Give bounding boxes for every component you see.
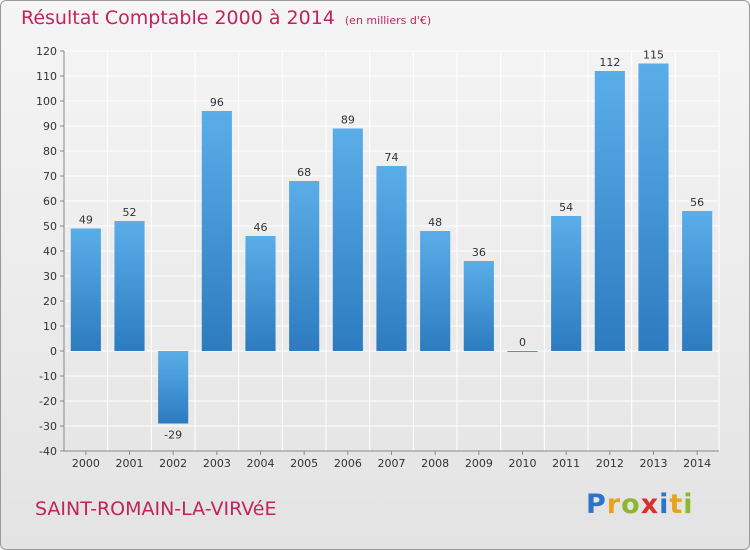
logo-letter: o <box>621 489 641 520</box>
logo-letter: r <box>606 489 622 520</box>
data-label: 89 <box>341 114 355 127</box>
logo-letter: P <box>586 489 607 520</box>
bar <box>158 351 189 424</box>
data-label: 36 <box>472 246 486 259</box>
data-label: 115 <box>643 49 664 62</box>
y-tick-label: 70 <box>43 170 57 183</box>
bar <box>463 261 494 351</box>
commune-name: SAINT-ROMAIN-LA-VIRVéE <box>35 498 277 520</box>
data-label: 0 <box>519 336 526 349</box>
bar <box>245 236 276 351</box>
x-tick-label: 2005 <box>290 457 318 470</box>
y-tick-label: 80 <box>43 145 57 158</box>
logo-letter: i <box>683 489 694 520</box>
x-tick-label: 2008 <box>421 457 449 470</box>
x-tick-label: 2009 <box>465 457 493 470</box>
y-tick-label: -10 <box>39 370 57 383</box>
data-label: 74 <box>385 151 399 164</box>
data-label: 46 <box>254 221 268 234</box>
axes: -40 -30 -20 -10 0 10 20 30 40 50 60 70 80 90 100 110 120… <box>36 45 719 470</box>
data-label: 48 <box>428 216 442 229</box>
bar <box>332 128 363 351</box>
x-tick-label: 2003 <box>203 457 231 470</box>
y-tick-label: 50 <box>43 220 57 233</box>
x-tick-label: 2012 <box>596 457 624 470</box>
bar <box>507 351 538 352</box>
data-label: 54 <box>559 201 573 214</box>
x-tick-label: 2004 <box>247 457 275 470</box>
x-tick-label: 2011 <box>552 457 580 470</box>
data-label: 68 <box>297 166 311 179</box>
data-label: 96 <box>210 96 224 109</box>
bar <box>201 111 232 351</box>
bar <box>70 228 101 351</box>
bar <box>376 166 407 351</box>
data-label: 56 <box>690 196 704 209</box>
logo-letter: i <box>659 489 670 520</box>
data-label: 52 <box>123 206 137 219</box>
x-tick-label: 2013 <box>640 457 668 470</box>
x-tick-label: 2007 <box>378 457 406 470</box>
y-tick-label: 10 <box>43 320 57 333</box>
data-label: 112 <box>599 56 620 69</box>
logo-letter: x <box>640 489 660 520</box>
chart-title: Résultat Comptable 2000 à 2014 <box>21 7 335 29</box>
proxiti-logo: Proxiti <box>586 489 694 520</box>
x-tick-label: 2001 <box>116 457 144 470</box>
y-tick-label: 60 <box>43 195 57 208</box>
title-row: Résultat Comptable 2000 à 2014 (en millie… <box>21 7 431 29</box>
x-tick-label: 2002 <box>159 457 187 470</box>
x-tick-label: 2014 <box>683 457 711 470</box>
data-labels: 49 52 -29 96 46 68 89 74 48 36 0 54 112 115 56 <box>79 49 704 442</box>
bar <box>289 181 320 351</box>
y-tick-label: -30 <box>39 420 57 433</box>
bar <box>420 231 451 351</box>
x-tick-label: 2006 <box>334 457 362 470</box>
y-tick-label: 40 <box>43 245 57 258</box>
y-tick-label: 20 <box>43 295 57 308</box>
x-tick-label: 2010 <box>509 457 537 470</box>
y-tick-label: 120 <box>36 45 57 58</box>
y-tick-label: 90 <box>43 120 57 133</box>
y-tick-label: -20 <box>39 395 57 408</box>
bar <box>594 71 625 351</box>
y-tick-label: -40 <box>39 445 57 458</box>
y-tick-label: 0 <box>50 345 57 358</box>
x-tick-label: 2000 <box>72 457 100 470</box>
data-label: 49 <box>79 214 93 227</box>
y-tick-label: 30 <box>43 270 57 283</box>
bar <box>551 216 582 351</box>
bar <box>638 63 669 351</box>
bar <box>682 211 713 351</box>
unit-note: (en milliers d'€) <box>344 14 432 27</box>
y-tick-label: 100 <box>36 95 57 108</box>
data-label: -29 <box>164 429 182 442</box>
y-tick-label: 110 <box>36 70 57 83</box>
bar <box>114 221 145 351</box>
logo-letter: t <box>669 489 684 520</box>
bars <box>70 63 713 424</box>
